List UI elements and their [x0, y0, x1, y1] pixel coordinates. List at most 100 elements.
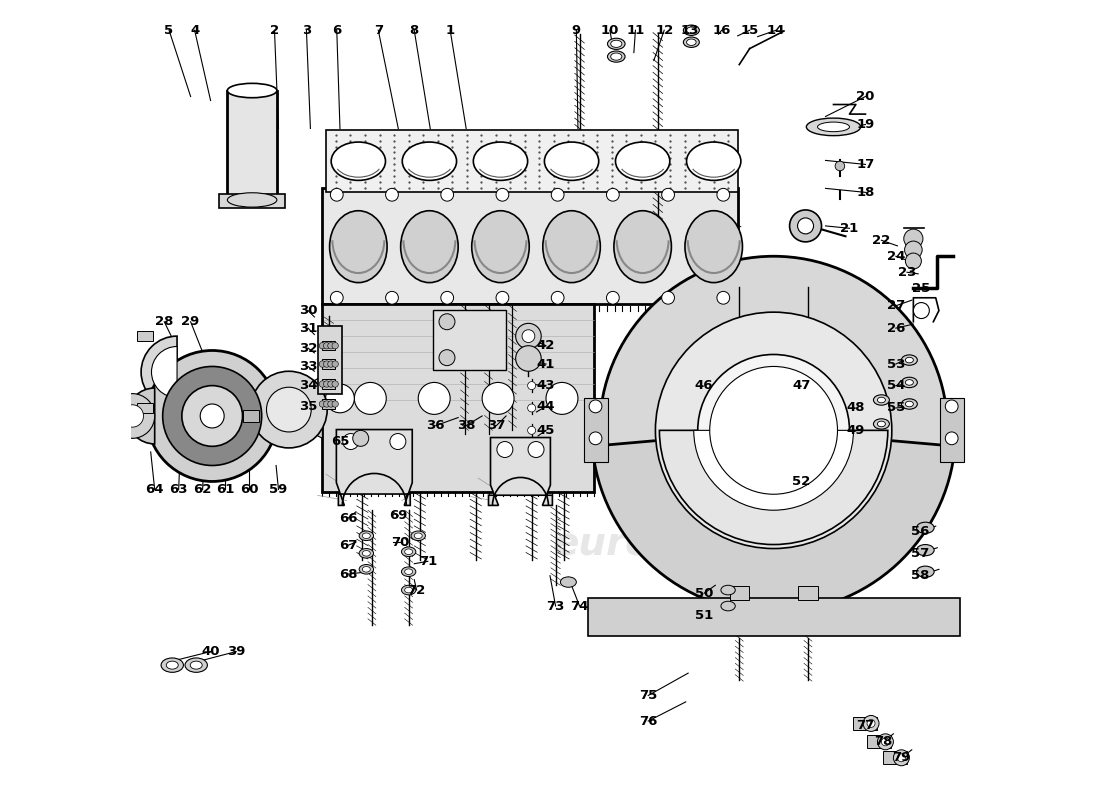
Ellipse shape: [686, 39, 696, 46]
Circle shape: [441, 291, 453, 304]
Ellipse shape: [405, 569, 412, 574]
Circle shape: [441, 188, 453, 201]
Polygon shape: [327, 130, 738, 192]
Text: 66: 66: [339, 512, 358, 525]
Ellipse shape: [806, 118, 860, 136]
Ellipse shape: [473, 142, 528, 180]
Bar: [583, 398, 607, 462]
Ellipse shape: [607, 38, 625, 50]
Circle shape: [56, 410, 67, 422]
Circle shape: [110, 394, 155, 438]
Bar: [318, 326, 342, 394]
Text: 22: 22: [872, 234, 891, 246]
Text: 69: 69: [389, 510, 407, 522]
Circle shape: [251, 371, 327, 448]
Circle shape: [82, 408, 99, 424]
Ellipse shape: [905, 358, 913, 363]
Ellipse shape: [901, 399, 917, 409]
Bar: [242, 410, 258, 422]
Ellipse shape: [720, 602, 735, 611]
Text: 30: 30: [299, 304, 317, 317]
Text: 63: 63: [169, 483, 188, 496]
Ellipse shape: [362, 550, 371, 556]
Circle shape: [528, 404, 536, 412]
Circle shape: [51, 405, 74, 427]
Text: 9: 9: [572, 24, 581, 37]
Text: 26: 26: [887, 322, 905, 334]
Ellipse shape: [359, 531, 374, 541]
Polygon shape: [265, 376, 322, 438]
Circle shape: [697, 354, 849, 506]
Ellipse shape: [683, 37, 700, 47]
Ellipse shape: [614, 210, 671, 282]
Circle shape: [867, 719, 875, 727]
Ellipse shape: [916, 566, 934, 578]
Text: eurospares: eurospares: [293, 395, 556, 437]
Circle shape: [881, 738, 890, 746]
Ellipse shape: [472, 210, 529, 282]
Text: 1: 1: [446, 24, 454, 37]
Circle shape: [790, 210, 822, 242]
Text: 35: 35: [299, 400, 317, 413]
Circle shape: [878, 734, 893, 750]
Text: 40: 40: [201, 645, 220, 658]
Circle shape: [496, 291, 509, 304]
Text: 52: 52: [792, 475, 811, 488]
Ellipse shape: [683, 25, 700, 35]
Circle shape: [326, 384, 354, 413]
Circle shape: [353, 430, 369, 446]
Circle shape: [323, 401, 330, 407]
Text: 59: 59: [270, 483, 287, 496]
Text: 65: 65: [331, 435, 349, 448]
Ellipse shape: [901, 378, 917, 388]
Ellipse shape: [415, 533, 422, 538]
Ellipse shape: [542, 210, 601, 282]
Circle shape: [546, 382, 578, 414]
Text: 41: 41: [537, 358, 556, 370]
Wedge shape: [694, 430, 854, 510]
Text: 73: 73: [547, 599, 564, 613]
Polygon shape: [322, 188, 738, 304]
Text: 55: 55: [887, 402, 905, 414]
Text: 39: 39: [227, 645, 245, 658]
Text: 51: 51: [695, 609, 713, 622]
Text: 32: 32: [299, 342, 317, 354]
Ellipse shape: [905, 380, 913, 386]
Text: 79: 79: [892, 751, 911, 764]
Circle shape: [710, 366, 837, 494]
Text: 64: 64: [145, 483, 164, 496]
Circle shape: [528, 382, 536, 390]
Text: 34: 34: [299, 379, 317, 392]
Text: 13: 13: [681, 24, 698, 37]
Text: 4: 4: [190, 24, 199, 37]
Ellipse shape: [616, 142, 670, 180]
Circle shape: [328, 342, 334, 349]
Circle shape: [662, 291, 674, 304]
Text: 48: 48: [847, 402, 865, 414]
Circle shape: [662, 188, 674, 201]
Circle shape: [496, 188, 509, 201]
Ellipse shape: [411, 531, 426, 541]
Bar: [867, 735, 891, 748]
Ellipse shape: [720, 586, 735, 595]
Circle shape: [905, 253, 922, 269]
Text: 77: 77: [856, 719, 875, 732]
Circle shape: [904, 229, 923, 248]
Circle shape: [100, 406, 120, 426]
Circle shape: [590, 400, 602, 413]
Circle shape: [146, 350, 277, 482]
Text: 15: 15: [740, 24, 759, 37]
Text: 16: 16: [713, 24, 730, 37]
Polygon shape: [488, 438, 552, 506]
Ellipse shape: [916, 545, 934, 556]
Circle shape: [354, 382, 386, 414]
Ellipse shape: [228, 193, 277, 207]
Ellipse shape: [685, 210, 742, 282]
Circle shape: [522, 330, 535, 342]
Ellipse shape: [330, 210, 387, 282]
Ellipse shape: [873, 418, 890, 429]
Text: 67: 67: [339, 539, 358, 552]
Text: 38: 38: [456, 419, 475, 432]
Circle shape: [386, 291, 398, 304]
Circle shape: [864, 715, 879, 731]
